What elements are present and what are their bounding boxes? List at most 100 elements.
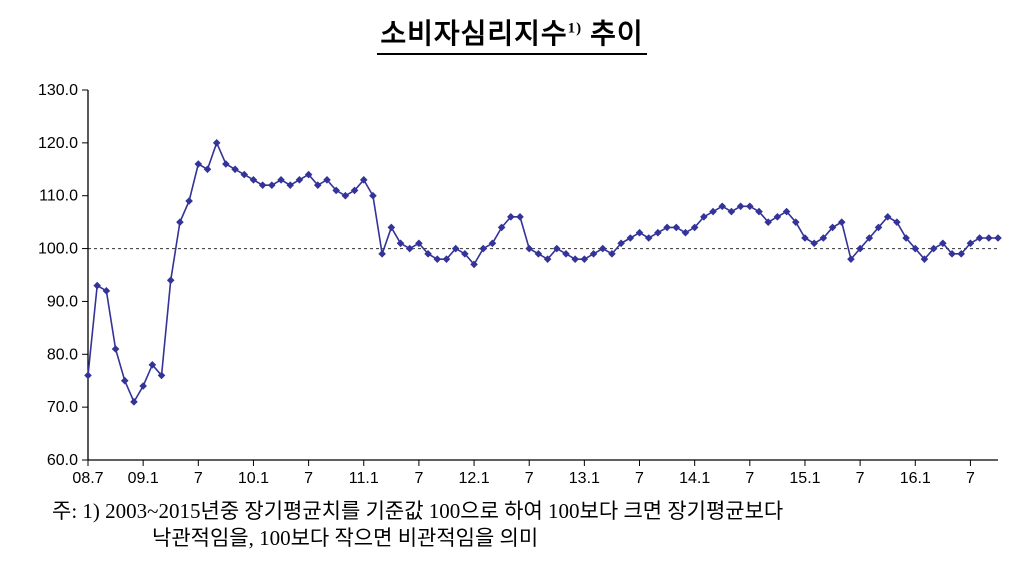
data-point-marker <box>819 234 828 242</box>
data-point-marker <box>277 176 285 184</box>
x-tick-label: 16.1 <box>900 470 931 487</box>
data-point-marker <box>203 165 212 174</box>
data-point-marker <box>166 276 175 285</box>
data-point-marker <box>837 218 846 226</box>
data-point-marker <box>405 244 414 253</box>
data-point-marker <box>442 255 451 263</box>
y-tick-label: 60.0 <box>47 452 78 469</box>
data-point-marker <box>249 176 258 184</box>
data-point-marker <box>387 223 396 232</box>
data-point-marker <box>139 382 147 390</box>
data-point-marker <box>286 181 295 189</box>
data-point-marker <box>755 207 763 216</box>
data-point-marker <box>985 234 993 242</box>
data-point-marker <box>258 181 267 189</box>
data-point-marker <box>939 239 947 248</box>
data-point-marker <box>323 176 331 184</box>
data-point-marker <box>727 207 736 216</box>
data-point-marker <box>543 255 552 263</box>
data-point-marker <box>801 234 809 242</box>
data-point-marker <box>709 207 717 216</box>
x-tick-label: 14.1 <box>679 470 710 487</box>
data-point-marker <box>791 218 800 226</box>
data-point-marker <box>111 345 120 353</box>
x-tick-label: 7 <box>966 470 975 487</box>
x-tick-label: 09.1 <box>128 470 159 487</box>
data-point-marker <box>415 239 423 248</box>
data-point-marker <box>580 255 589 263</box>
x-tick-label: 12.1 <box>458 470 489 487</box>
data-point-marker <box>497 223 506 232</box>
footnote-line-2: 낙관적임을, 100보다 작으면 비관적임을 의미 <box>152 526 539 550</box>
data-point-marker <box>893 218 901 226</box>
chart-title: 소비자심리지수1) 추이 <box>377 12 647 55</box>
data-point-marker <box>617 239 625 248</box>
data-point-marker <box>773 213 782 221</box>
y-tick-label: 70.0 <box>47 399 78 416</box>
x-tick-label: 7 <box>304 470 313 487</box>
data-point-marker <box>120 376 129 385</box>
data-point-marker <box>470 260 478 269</box>
data-point-marker <box>534 250 543 258</box>
data-point-marker <box>865 234 874 242</box>
data-point-marker <box>874 223 883 232</box>
data-point-marker <box>644 234 653 242</box>
data-point-marker <box>84 371 92 380</box>
data-point-marker <box>222 160 230 168</box>
data-point-marker <box>562 250 570 258</box>
data-point-marker <box>718 202 727 211</box>
data-point-marker <box>920 255 929 263</box>
data-point-marker <box>608 250 616 258</box>
data-point-marker <box>598 244 607 253</box>
data-point-marker <box>479 244 488 253</box>
data-point-marker <box>461 250 469 258</box>
x-tick-label: 08.7 <box>72 470 103 487</box>
chart-footnote: 주: 1) 2003~2015년중 장기평균치를 기준값 100으로 하여 10… <box>52 498 783 552</box>
data-point-marker <box>681 228 690 237</box>
data-point-marker <box>902 234 910 242</box>
data-point-marker <box>663 223 671 232</box>
data-point-marker <box>130 398 138 406</box>
data-point-marker <box>966 239 975 248</box>
data-point-marker <box>93 281 101 290</box>
data-point-marker <box>847 255 855 263</box>
page-title: 소비자심리지수1) 추이 <box>0 12 1024 55</box>
data-point-marker <box>929 244 938 253</box>
chart-title-main: 소비자심리지수 <box>380 19 568 50</box>
data-point-marker <box>231 165 239 174</box>
data-point-marker <box>994 234 1002 242</box>
data-point-marker <box>240 170 249 179</box>
x-tick-label: 13.1 <box>569 470 600 487</box>
data-point-marker <box>102 287 111 295</box>
footnote-line-1: 주: 1) 2003~2015년중 장기평균치를 기준값 100으로 하여 10… <box>52 499 784 523</box>
x-tick-label: 7 <box>525 470 534 487</box>
data-point-marker <box>433 255 442 263</box>
data-point-marker <box>654 228 662 237</box>
y-tick-label: 80.0 <box>47 346 78 363</box>
chart-title-tail: 추이 <box>582 19 644 50</box>
data-point-marker <box>359 176 368 184</box>
y-tick-label: 120.0 <box>38 135 78 152</box>
x-tick-label: 7 <box>635 470 644 487</box>
x-tick-label: 11.1 <box>349 470 379 487</box>
data-point-marker <box>856 244 864 253</box>
y-tick-label: 100.0 <box>38 241 78 258</box>
data-point-marker <box>948 250 956 258</box>
data-point-marker <box>516 213 524 221</box>
data-point-marker <box>672 223 681 232</box>
y-tick-label: 130.0 <box>38 82 78 99</box>
data-point-marker <box>736 202 745 211</box>
chart-title-superscript: 1) <box>567 20 583 37</box>
data-point-marker <box>313 181 322 189</box>
series-line <box>87 140 998 404</box>
data-point-marker <box>690 223 699 232</box>
data-point-marker <box>507 213 515 221</box>
data-point-marker <box>295 176 304 184</box>
data-point-marker <box>810 239 818 248</box>
data-point-marker <box>552 244 561 253</box>
data-point-marker <box>764 218 773 226</box>
data-point-marker <box>828 223 837 232</box>
data-point-marker <box>396 239 405 248</box>
x-tick-label: 7 <box>856 470 865 487</box>
